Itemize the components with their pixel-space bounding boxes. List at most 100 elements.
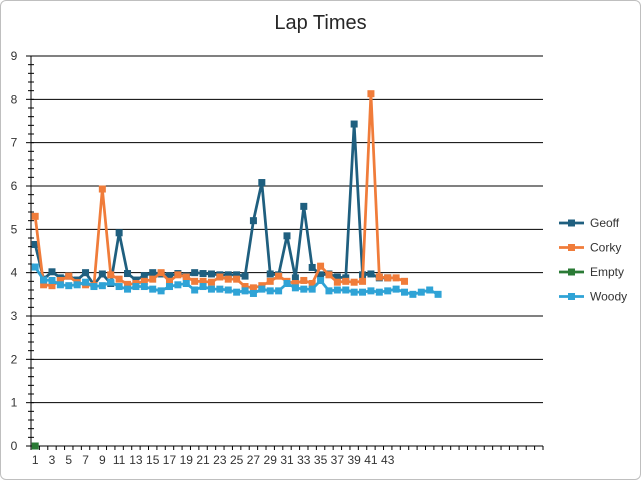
data-point-woody-29 bbox=[266, 287, 274, 295]
data-point-corky-24 bbox=[224, 275, 232, 283]
data-point-woody-27 bbox=[249, 289, 257, 297]
data-point-woody-12 bbox=[124, 285, 132, 293]
y-tick-label: 9 bbox=[11, 49, 18, 63]
y-tick-label: 1 bbox=[11, 396, 18, 410]
legend-label-corky: Corky bbox=[590, 241, 621, 255]
data-point-geoff-17 bbox=[165, 272, 173, 280]
data-point-woody-36 bbox=[325, 287, 333, 295]
data-point-geoff-35 bbox=[317, 271, 325, 279]
data-point-woody-11 bbox=[115, 283, 123, 291]
data-point-corky-25 bbox=[233, 275, 241, 283]
x-tick-label: 39 bbox=[347, 453, 361, 467]
data-point-corky-30 bbox=[275, 272, 283, 280]
data-point-corky-16 bbox=[157, 269, 165, 277]
data-point-woody-31 bbox=[283, 280, 291, 287]
y-tick-label: 4 bbox=[11, 266, 18, 280]
data-point-woody-3 bbox=[48, 276, 56, 284]
y-tick-label: 3 bbox=[11, 309, 18, 323]
data-point-woody-30 bbox=[275, 287, 283, 295]
legend-marker-empty bbox=[568, 268, 575, 276]
data-point-woody-32 bbox=[291, 284, 299, 292]
data-point-woody-44 bbox=[392, 285, 400, 293]
x-tick-label: 35 bbox=[314, 453, 328, 467]
x-tick-label: 9 bbox=[99, 453, 106, 467]
x-tick-label: 17 bbox=[163, 453, 177, 467]
x-tick-label: 23 bbox=[213, 453, 227, 467]
x-tick-label: 31 bbox=[280, 453, 294, 467]
data-point-corky-9 bbox=[98, 185, 106, 193]
data-point-corky-37 bbox=[333, 278, 341, 286]
data-point-woody-21 bbox=[199, 283, 207, 291]
data-point-woody-41 bbox=[367, 287, 375, 295]
data-point-woody-45 bbox=[401, 288, 409, 296]
data-point-woody-1 bbox=[31, 263, 39, 271]
data-point-woody-43 bbox=[384, 287, 392, 295]
data-point-geoff-26 bbox=[241, 272, 249, 280]
data-point-woody-42 bbox=[375, 288, 383, 296]
data-point-corky-40 bbox=[359, 277, 367, 285]
data-point-woody-48 bbox=[426, 286, 434, 294]
data-point-geoff-27 bbox=[249, 217, 257, 225]
series-line-geoff bbox=[33, 122, 388, 287]
data-point-corky-11 bbox=[115, 275, 123, 283]
data-point-woody-16 bbox=[157, 287, 165, 295]
x-tick-label: 33 bbox=[297, 453, 311, 467]
data-point-geoff-20 bbox=[191, 269, 199, 277]
x-tick-label: 15 bbox=[146, 453, 160, 467]
data-point-woody-5 bbox=[65, 282, 73, 290]
data-point-woody-22 bbox=[207, 285, 215, 293]
data-point-woody-25 bbox=[233, 288, 241, 296]
data-point-geoff-37 bbox=[333, 273, 341, 281]
x-tick-label: 5 bbox=[65, 453, 72, 467]
y-tick-label: 8 bbox=[11, 92, 18, 106]
data-point-woody-34 bbox=[308, 285, 316, 293]
y-tick-label: 0 bbox=[11, 439, 18, 453]
data-point-geoff-21 bbox=[199, 270, 207, 278]
data-point-corky-38 bbox=[342, 277, 350, 285]
data-point-woody-37 bbox=[333, 286, 341, 294]
data-point-corky-3 bbox=[48, 282, 56, 290]
legend-marker-woody bbox=[568, 293, 575, 300]
data-point-geoff-1 bbox=[31, 241, 39, 248]
data-point-corky-22 bbox=[207, 278, 215, 286]
x-tick-label: 7 bbox=[82, 453, 89, 467]
legend-marker-corky bbox=[568, 244, 575, 251]
data-point-corky-41 bbox=[367, 90, 375, 98]
data-point-corky-34 bbox=[308, 280, 316, 287]
legend-label-empty: Empty bbox=[590, 265, 624, 279]
data-point-corky-36 bbox=[325, 271, 333, 279]
x-tick-label: 21 bbox=[196, 453, 210, 467]
legend-label-woody: Woody bbox=[590, 290, 627, 304]
data-point-geoff-29 bbox=[266, 270, 274, 278]
data-point-woody-2 bbox=[40, 276, 48, 284]
x-tick-label: 3 bbox=[49, 453, 56, 467]
data-point-woody-26 bbox=[241, 287, 249, 295]
series-line-corky bbox=[33, 92, 406, 290]
data-point-corky-18 bbox=[174, 271, 182, 279]
data-point-geoff-7 bbox=[82, 269, 90, 277]
data-point-corky-20 bbox=[191, 277, 199, 285]
x-tick-label: 43 bbox=[381, 453, 395, 467]
x-tick-label: 25 bbox=[230, 453, 244, 467]
data-point-woody-39 bbox=[350, 288, 358, 296]
data-point-woody-9 bbox=[98, 282, 106, 290]
data-point-geoff-28 bbox=[258, 179, 266, 187]
data-point-woody-8 bbox=[90, 283, 98, 291]
data-point-empty-1 bbox=[31, 442, 39, 450]
data-point-woody-23 bbox=[216, 285, 224, 293]
data-point-woody-40 bbox=[359, 288, 367, 296]
data-point-geoff-41 bbox=[367, 270, 375, 278]
data-point-woody-38 bbox=[342, 286, 350, 294]
data-point-corky-1 bbox=[31, 212, 39, 220]
data-point-woody-46 bbox=[409, 290, 417, 298]
x-tick-label: 27 bbox=[247, 453, 261, 467]
x-tick-label: 41 bbox=[364, 453, 378, 467]
data-point-woody-33 bbox=[300, 285, 308, 293]
data-point-corky-17 bbox=[165, 277, 173, 285]
data-point-woody-19 bbox=[182, 280, 190, 287]
y-tick-label: 2 bbox=[11, 352, 18, 366]
data-point-woody-35 bbox=[317, 276, 325, 284]
data-point-geoff-24 bbox=[224, 271, 232, 279]
data-point-corky-10 bbox=[107, 271, 115, 279]
